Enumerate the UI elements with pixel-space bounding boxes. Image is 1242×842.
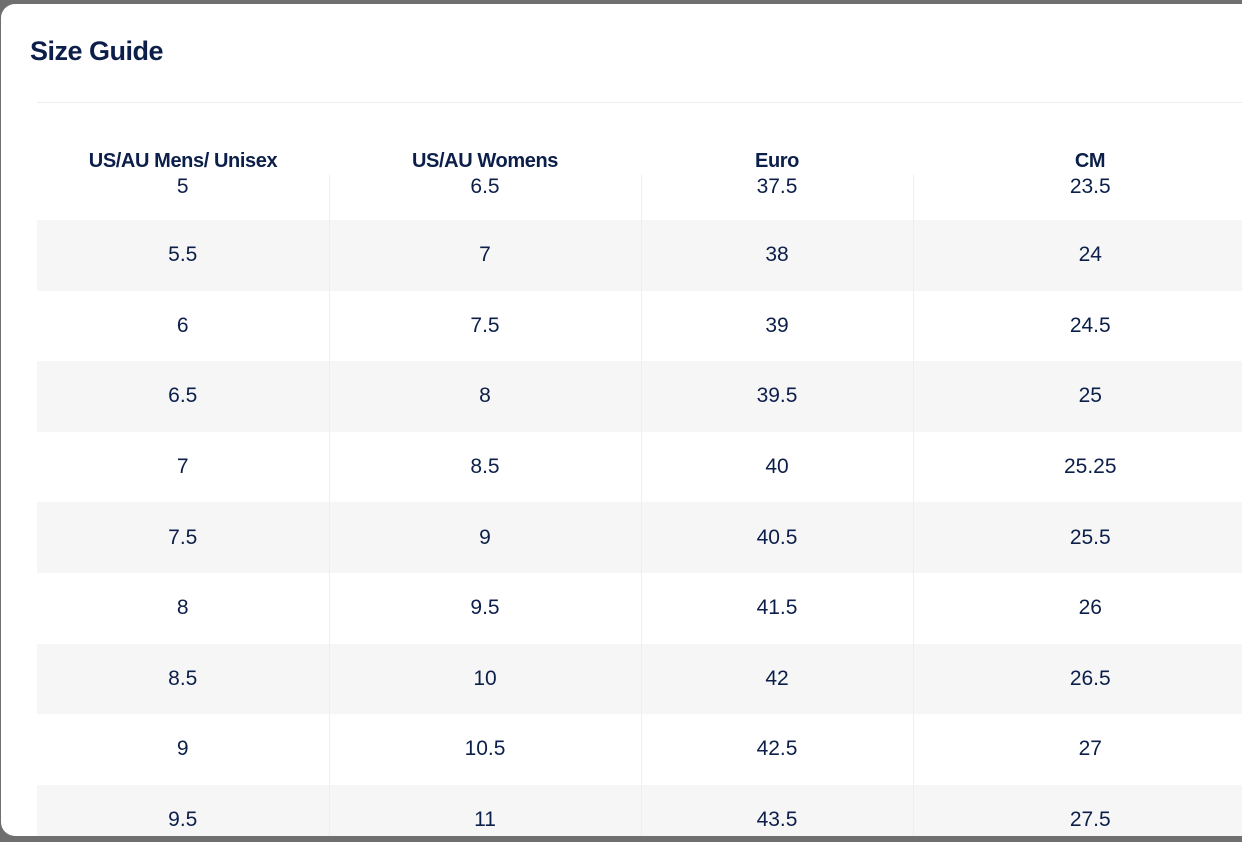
cell-us-mens: 5 [176,175,189,198]
cell-us-mens: 7.5 [37,502,329,573]
cell-us-womens: 9.5 [328,572,641,644]
cell-us-womens: 8 [328,361,641,432]
cell-cm: 26.5 [912,643,1242,715]
cell-us-womens: 10 [328,643,641,715]
table-row: 7 8.5 40 25.25 [37,431,1242,503]
cell-euro: 38 [640,220,913,291]
column-header-cm: CM [1074,150,1106,172]
cell-euro: 39.5 [640,361,913,432]
table-row: 6.5 8 39.5 25 [37,361,1242,432]
cell-euro: 39 [640,290,913,362]
column-header-us-mens: US/AU Mens/ Unisex [88,150,278,172]
cell-cm: 25.25 [912,431,1242,503]
cell-us-mens: 6 [176,313,189,337]
table-row: 5.5 7 38 24 [37,220,1242,291]
cell-cm: 25.5 [912,502,1242,573]
column-header-us-womens: US/AU Womens [412,150,558,172]
table-row: 6 7.5 39 24.5 [37,290,1242,362]
cell-us-mens: 5.5 [37,220,329,291]
size-table-container: US/AU Mens/ Unisex US/AU Womens Euro CM … [37,102,1242,836]
cell-cm: 26 [912,572,1242,644]
table-row: 8.5 10 42 26.5 [37,643,1242,715]
table-row: 5 6.5 37.5 23.5 [37,175,1242,220]
cell-cm: 25 [912,361,1242,432]
cell-us-womens: 8.5 [328,431,641,503]
size-guide-modal: Size Guide US/AU Mens/ Unisex US/AU Wome… [1,4,1242,836]
cell-us-womens: 9 [328,502,641,573]
cell-us-mens: 6.5 [37,361,329,432]
table-row: 9.5 11 43.5 27.5 [37,784,1242,836]
cell-euro: 42 [640,643,913,715]
cell-cm: 23.5 [912,175,1242,220]
cell-us-womens: 6.5 [328,175,641,220]
modal-title: Size Guide [30,36,164,66]
cell-euro: 37.5 [640,175,913,220]
cell-euro: 41.5 [640,572,913,644]
table-row: 7.5 9 40.5 25.5 [37,502,1242,573]
table-row: 9 10.5 42.5 27 [37,714,1242,785]
column-header-euro: Euro [755,150,799,172]
cell-cm: 24 [912,220,1242,291]
cell-us-womens: 11 [328,784,641,836]
cell-us-mens: 8.5 [37,643,329,715]
cell-us-mens: 7 [176,455,189,479]
cell-euro: 40 [640,431,913,503]
cell-us-womens: 7 [328,220,641,291]
table-row: 8 9.5 41.5 26 [37,572,1242,644]
size-table: US/AU Mens/ Unisex US/AU Womens Euro CM … [37,103,1242,836]
cell-cm: 27.5 [912,784,1242,836]
cell-us-womens: 7.5 [328,290,641,362]
cell-us-mens: 9.5 [37,784,329,836]
cell-cm: 24.5 [912,290,1242,362]
cell-us-mens: 9 [176,737,189,761]
cell-us-mens: 8 [176,596,189,620]
cell-us-womens: 10.5 [328,714,641,785]
cell-euro: 42.5 [640,714,913,785]
cell-euro: 43.5 [640,784,913,836]
cell-cm: 27 [912,714,1242,785]
table-header-row: US/AU Mens/ Unisex US/AU Womens Euro CM [37,103,1242,175]
cell-euro: 40.5 [640,502,913,573]
